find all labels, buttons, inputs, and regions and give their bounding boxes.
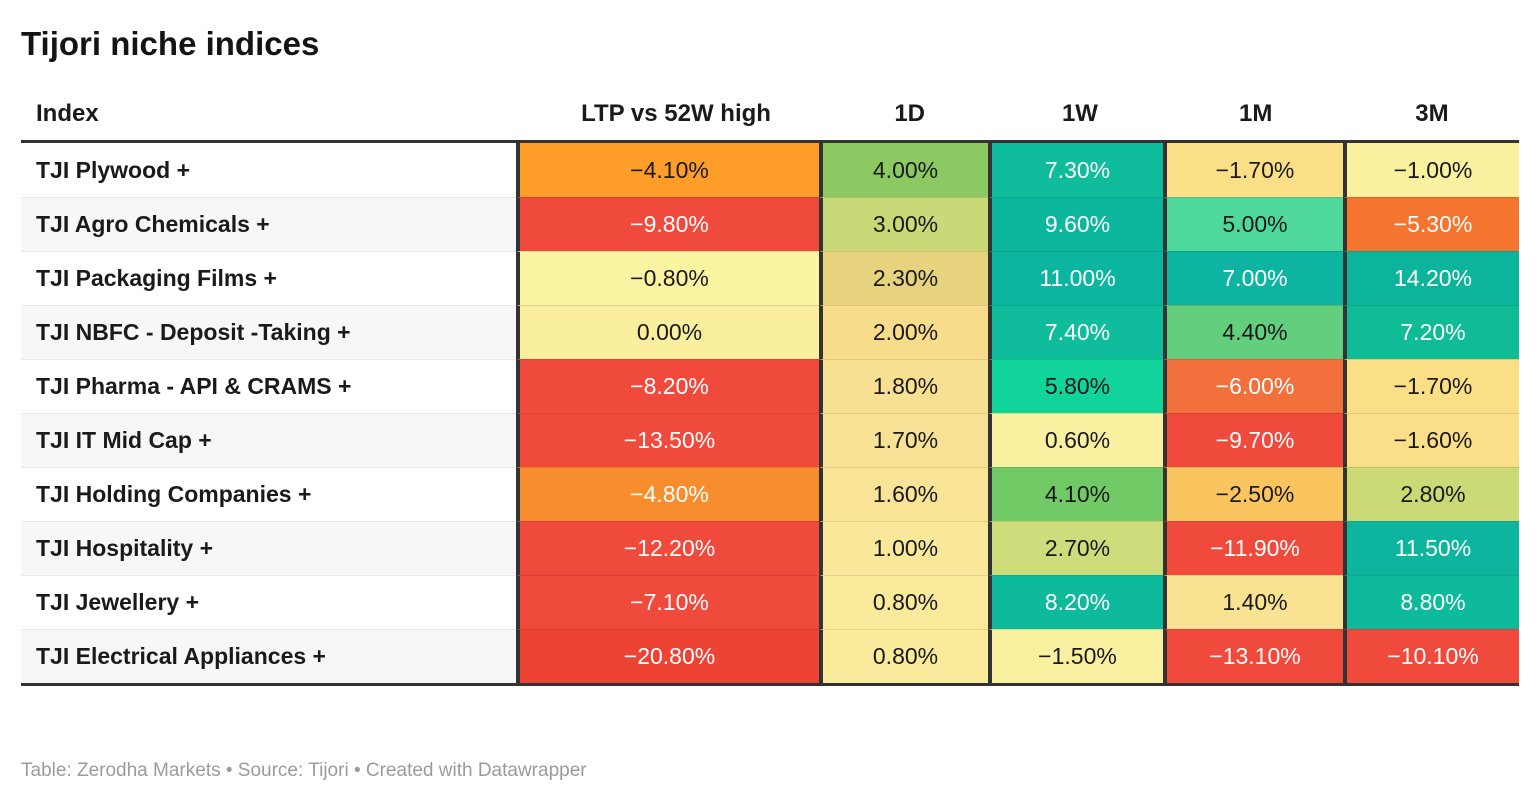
cell-ltp-vs-52w-high: −7.10%	[516, 575, 819, 629]
cell-1w: 7.40%	[988, 305, 1163, 359]
cell-1w: 9.60%	[988, 197, 1163, 251]
cell-1d: 1.00%	[819, 521, 988, 575]
cell-1m: 4.40%	[1163, 305, 1343, 359]
column-header-index: Index	[36, 100, 99, 127]
row-label[interactable]: TJI Jewellery +	[21, 575, 516, 629]
cell-1w: 8.20%	[988, 575, 1163, 629]
cell-1w: 11.00%	[988, 251, 1163, 305]
cell-1d: 1.70%	[819, 413, 988, 467]
cell-3m: −1.00%	[1343, 143, 1519, 197]
cell-1m: −9.70%	[1163, 413, 1343, 467]
table-row: TJI Pharma - API & CRAMS + −8.20% 1.80% 5.8…	[21, 359, 1519, 413]
cell-1w: 0.60%	[988, 413, 1163, 467]
cell-3m: −10.10%	[1343, 629, 1519, 683]
row-label[interactable]: TJI Plywood +	[21, 143, 516, 197]
table-row: TJI Packaging Films + −0.80% 2.30% 11.00% 7.…	[21, 251, 1519, 305]
cell-1m: −1.70%	[1163, 143, 1343, 197]
table-row: TJI IT Mid Cap + −13.50% 1.70% 0.60% −9.70% −…	[21, 413, 1519, 467]
cell-1w: 4.10%	[988, 467, 1163, 521]
table-body: TJI Plywood + −4.10% 4.00% 7.30% −1.70% −1.00…	[21, 143, 1519, 686]
cell-ltp-vs-52w-high: −0.80%	[516, 251, 819, 305]
cell-1w: 2.70%	[988, 521, 1163, 575]
cell-ltp-vs-52w-high: −8.20%	[516, 359, 819, 413]
cell-1m: −11.90%	[1163, 521, 1343, 575]
row-label[interactable]: TJI Packaging Films +	[21, 251, 516, 305]
table-row: TJI Agro Chemicals + −9.80% 3.00% 9.60% 5.00…	[21, 197, 1519, 251]
cell-ltp-vs-52w-high: −12.20%	[516, 521, 819, 575]
cell-1m: 1.40%	[1163, 575, 1343, 629]
cell-1d: 4.00%	[819, 143, 988, 197]
table-row: TJI NBFC - Deposit -Taking +0.00% 2.00% 7.…	[21, 305, 1519, 359]
row-label[interactable]: TJI Pharma - API & CRAMS +	[21, 359, 516, 413]
cell-1d: 2.00%	[819, 305, 988, 359]
cell-1d: 1.80%	[819, 359, 988, 413]
column-header-1w: 1W	[1061, 100, 1098, 127]
cell-1m: 5.00%	[1163, 197, 1343, 251]
table-row: TJI Jewellery + −7.10% 0.80% 8.20% 1.40% 8.80…	[21, 575, 1519, 629]
cell-3m: −5.30%	[1343, 197, 1519, 251]
cell-ltp-vs-52w-high: −4.80%	[516, 467, 819, 521]
row-label[interactable]: TJI NBFC - Deposit -Taking +	[21, 305, 516, 359]
cell-1m: −2.50%	[1163, 467, 1343, 521]
table-row: TJI Holding Companies + −4.80% 1.60% 4.10% −…	[21, 467, 1519, 521]
table-row: TJI Electrical Appliances + −20.80% 0.80% −…	[21, 629, 1519, 683]
indices-table: Index LTP vs 52W high 1D 1W 1M 3M TJI Pl…	[21, 88, 1519, 686]
cell-1m: 7.00%	[1163, 251, 1343, 305]
table-header-row: Index LTP vs 52W high 1D 1W 1M 3M	[21, 88, 1519, 143]
cell-ltp-vs-52w-high: 0.00%	[516, 305, 819, 359]
cell-3m: −1.60%	[1343, 413, 1519, 467]
cell-ltp-vs-52w-high: −4.10%	[516, 143, 819, 197]
cell-1d: 1.60%	[819, 467, 988, 521]
cell-3m: 11.50%	[1343, 521, 1519, 575]
cell-3m: 7.20%	[1343, 305, 1519, 359]
row-label[interactable]: TJI Holding Companies +	[21, 467, 516, 521]
cell-1d: 0.80%	[819, 575, 988, 629]
cell-1w: 5.80%	[988, 359, 1163, 413]
cell-ltp-vs-52w-high: −9.80%	[516, 197, 819, 251]
column-header-ltp-vs-52w-high: LTP vs 52W high	[581, 100, 771, 127]
table-row: TJI Plywood + −4.10% 4.00% 7.30% −1.70% −1.00…	[21, 143, 1519, 197]
cell-3m: 14.20%	[1343, 251, 1519, 305]
row-label[interactable]: TJI Hospitality +	[21, 521, 516, 575]
cell-1d: 0.80%	[819, 629, 988, 683]
column-header-1d: 1D	[894, 100, 926, 127]
cell-1w: −1.50%	[988, 629, 1163, 683]
cell-1m: −6.00%	[1163, 359, 1343, 413]
row-label[interactable]: TJI IT Mid Cap +	[21, 413, 516, 467]
cell-ltp-vs-52w-high: −13.50%	[516, 413, 819, 467]
attribution-footer: Table: Zerodha Markets • Source: Tijori …	[21, 760, 587, 781]
cell-1m: −13.10%	[1163, 629, 1343, 683]
row-label[interactable]: TJI Electrical Appliances +	[21, 629, 516, 683]
cell-1w: 7.30%	[988, 143, 1163, 197]
cell-3m: 2.80%	[1343, 467, 1519, 521]
cell-1d: 2.30%	[819, 251, 988, 305]
cell-1d: 3.00%	[819, 197, 988, 251]
cell-3m: 8.80%	[1343, 575, 1519, 629]
row-label[interactable]: TJI Agro Chemicals +	[21, 197, 516, 251]
cell-ltp-vs-52w-high: −20.80%	[516, 629, 819, 683]
table-row: TJI Hospitality + −12.20% 1.00% 2.70% −11.90…	[21, 521, 1519, 575]
cell-3m: −1.70%	[1343, 359, 1519, 413]
page-title: Tijori niche indices	[21, 25, 320, 62]
column-header-3m: 3M	[1415, 100, 1449, 127]
column-header-1m: 1M	[1239, 100, 1273, 127]
